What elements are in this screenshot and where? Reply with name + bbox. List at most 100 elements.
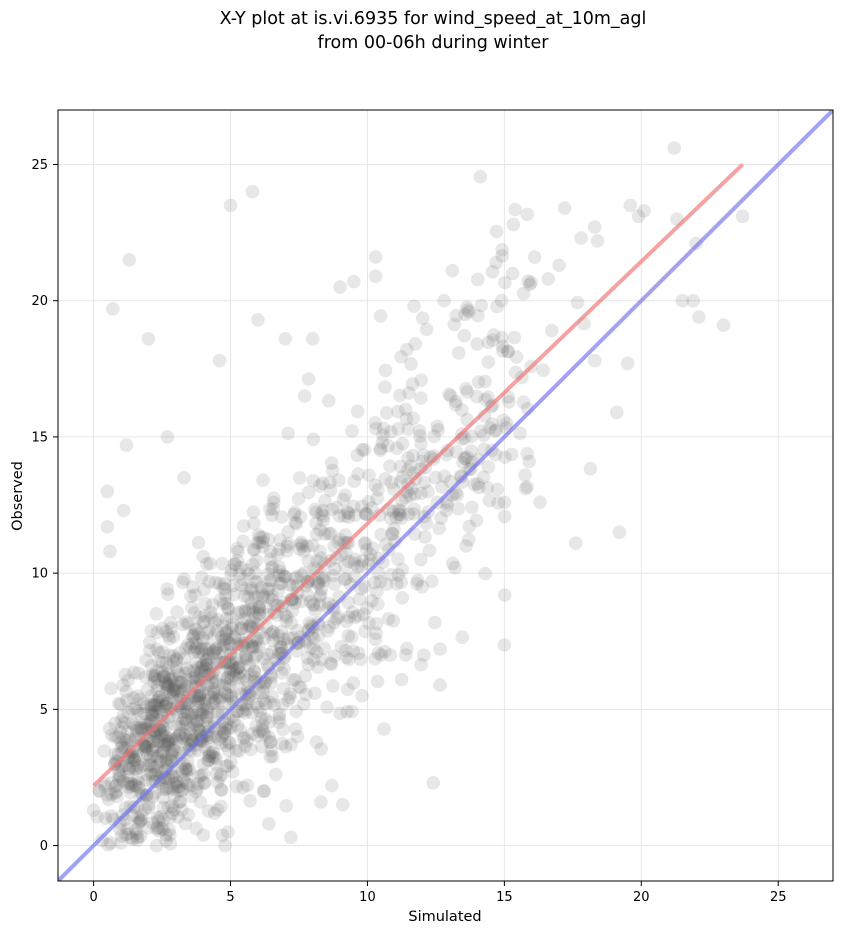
scatter-point bbox=[122, 762, 137, 776]
scatter-point bbox=[151, 734, 165, 748]
scatter-point bbox=[448, 560, 462, 575]
scatter-point bbox=[264, 676, 278, 690]
scatter-point bbox=[171, 784, 186, 798]
scatter-point bbox=[104, 809, 119, 823]
scatter-point bbox=[208, 643, 222, 657]
scatter-point bbox=[256, 473, 270, 488]
scatter-point bbox=[523, 277, 537, 292]
scatter-point bbox=[149, 822, 164, 836]
scatter-point bbox=[251, 617, 265, 632]
scatter-point bbox=[256, 540, 270, 554]
scatter-point bbox=[341, 628, 356, 643]
scatter-point bbox=[255, 587, 270, 602]
scatter-point bbox=[152, 645, 166, 660]
scatter-point bbox=[144, 624, 159, 638]
scatter-point bbox=[338, 488, 353, 503]
scatter-point bbox=[243, 619, 257, 634]
scatter-point bbox=[227, 630, 241, 645]
scatter-point bbox=[197, 775, 211, 790]
scatter-point bbox=[216, 725, 231, 739]
scatter-point bbox=[346, 499, 361, 514]
scatter-point bbox=[221, 759, 235, 773]
scatter-point bbox=[177, 471, 191, 485]
scatter-point bbox=[196, 615, 211, 630]
scatter-point bbox=[124, 831, 138, 845]
scatter-point bbox=[147, 760, 161, 775]
scatter-point bbox=[495, 344, 510, 358]
scatter-point bbox=[126, 760, 140, 774]
scatter-point bbox=[412, 424, 427, 438]
scatter-point bbox=[197, 614, 212, 629]
scatter-point bbox=[252, 607, 266, 622]
scatter-point bbox=[219, 611, 233, 626]
scatter-point bbox=[191, 769, 206, 784]
scatter-point bbox=[170, 664, 184, 679]
scatter-point bbox=[144, 757, 158, 772]
scatter-point bbox=[146, 734, 161, 748]
scatter-point bbox=[160, 683, 174, 698]
scatter-point bbox=[227, 557, 242, 571]
scatter-point bbox=[160, 697, 174, 711]
scatter-point bbox=[160, 678, 174, 693]
scatter-point bbox=[186, 630, 201, 644]
scatter-point bbox=[371, 551, 386, 566]
scatter-point bbox=[483, 421, 497, 435]
scatter-point bbox=[280, 610, 294, 624]
scatter-point bbox=[282, 578, 297, 592]
scatter-point bbox=[306, 653, 321, 667]
scatter-point bbox=[434, 511, 449, 525]
scatter-point bbox=[228, 557, 242, 571]
x-axis-label: Simulated bbox=[408, 909, 481, 925]
scatter-point bbox=[449, 308, 464, 323]
scatter-point bbox=[324, 657, 339, 672]
scatter-point bbox=[179, 679, 194, 694]
scatter-point bbox=[156, 714, 171, 729]
scatter-point bbox=[121, 769, 135, 784]
scatter-point bbox=[220, 722, 235, 737]
scatter-point bbox=[238, 698, 252, 713]
scatter-point bbox=[451, 346, 466, 360]
scatter-point bbox=[141, 820, 156, 835]
scatter-point bbox=[216, 581, 230, 595]
scatter-point bbox=[215, 556, 229, 571]
scatter-point bbox=[164, 672, 179, 687]
scatter-point bbox=[637, 204, 651, 218]
scatter-point bbox=[133, 720, 147, 735]
scatter-point bbox=[220, 687, 235, 701]
scatter-point bbox=[187, 645, 201, 659]
scatter-point bbox=[178, 727, 192, 742]
scatter-point bbox=[220, 677, 234, 692]
scatter-point bbox=[399, 412, 414, 426]
scatter-point bbox=[541, 272, 555, 286]
scatter-point bbox=[265, 593, 280, 607]
scatter-point bbox=[144, 707, 159, 722]
scatter-point bbox=[314, 507, 329, 521]
scatter-point bbox=[272, 568, 287, 583]
scatter-point bbox=[169, 651, 184, 666]
scatter-point bbox=[313, 523, 327, 537]
scatter-point bbox=[181, 807, 195, 822]
scatter-point bbox=[234, 578, 248, 592]
scatter-point bbox=[357, 607, 371, 622]
scatter-point bbox=[346, 676, 361, 690]
scatter-point bbox=[290, 729, 305, 744]
scatter-point bbox=[240, 563, 254, 577]
scatter-point bbox=[346, 644, 361, 658]
scatter-point bbox=[292, 471, 307, 485]
scatter-point bbox=[116, 738, 130, 753]
scatter-point bbox=[478, 566, 493, 581]
scatter-point bbox=[355, 553, 370, 568]
scatter-point bbox=[350, 448, 365, 463]
scatter-point bbox=[167, 789, 182, 803]
scatter-point bbox=[175, 803, 189, 817]
scatter-point bbox=[133, 815, 148, 829]
scatter-point bbox=[151, 672, 165, 687]
scatter-point bbox=[198, 642, 213, 656]
scatter-point bbox=[393, 388, 407, 403]
scatter-point bbox=[360, 543, 374, 557]
scatter-point bbox=[309, 527, 324, 542]
scatter-point bbox=[314, 582, 329, 596]
scatter-point bbox=[400, 463, 415, 478]
scatter-point bbox=[127, 753, 142, 768]
scatter-point bbox=[184, 738, 198, 752]
